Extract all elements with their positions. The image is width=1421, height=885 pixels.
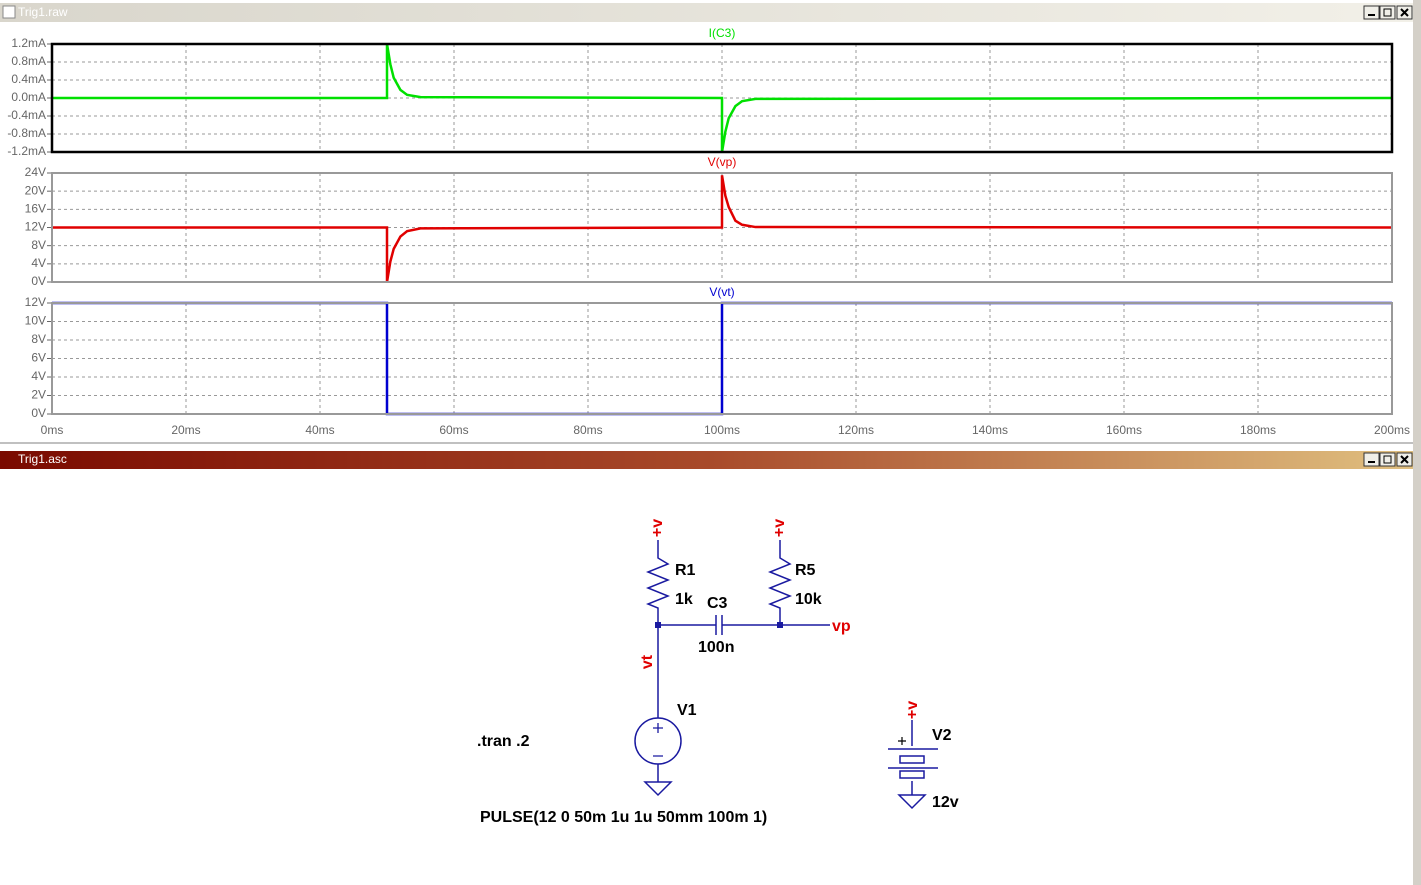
y-tick-label: 6V	[31, 351, 46, 365]
icon	[1400, 8, 1409, 17]
title-bar	[0, 3, 1413, 22]
y-tick-label: 0.8mA	[11, 54, 46, 68]
component-value: 10k	[795, 591, 822, 608]
trace	[52, 175, 1393, 283]
x-tick-label: 20ms	[171, 423, 200, 437]
y-tick-label: 16V	[25, 202, 46, 216]
y-tick-label: 2V	[31, 388, 46, 402]
component-value: 1k	[675, 591, 693, 608]
component-value: PULSE(12 0 50m 1u 1u 50mm 100m 1)	[480, 809, 767, 826]
junction	[655, 622, 661, 628]
net-label: vp	[832, 618, 851, 635]
y-tick-label: -0.4mA	[7, 108, 46, 122]
plot-border	[51, 302, 1393, 415]
component-name: C3	[707, 595, 728, 612]
y-tick-label: 4V	[31, 256, 46, 270]
x-tick-label: 60ms	[439, 423, 468, 437]
trace	[52, 43, 1393, 153]
voltage-source	[634, 717, 682, 765]
icon	[1383, 8, 1392, 17]
maximize-button[interactable]	[1379, 5, 1396, 20]
title-bar	[0, 451, 1413, 469]
scroll-edge	[1413, 0, 1421, 885]
y-tick-label: 12V	[25, 295, 46, 309]
component-value: 100n	[698, 639, 734, 656]
icon	[1400, 455, 1409, 464]
battery-cell	[899, 755, 925, 764]
icon	[1383, 455, 1392, 464]
x-tick-label: 200ms	[1374, 423, 1410, 437]
y-tick-label: 20V	[25, 183, 46, 197]
x-tick-label: 80ms	[573, 423, 602, 437]
x-tick-label: 100ms	[704, 423, 740, 437]
y-tick-label: -1.2mA	[7, 144, 46, 158]
net-label: +v	[649, 519, 666, 537]
x-tick-label: 0ms	[41, 423, 64, 437]
window-title: Trig1.raw	[18, 5, 68, 19]
net-label: vt	[639, 654, 656, 669]
y-tick-label: 4V	[31, 369, 46, 383]
trace-name: V(vp)	[708, 155, 737, 169]
x-tick-label: 180ms	[1240, 423, 1276, 437]
junction	[777, 622, 783, 628]
plot-border	[50, 42, 1394, 154]
polarity	[653, 723, 663, 757]
x-tick-label: 40ms	[305, 423, 334, 437]
component-name: R5	[795, 562, 816, 579]
net-label: +v	[771, 519, 788, 537]
x-tick-label: 160ms	[1106, 423, 1142, 437]
trace-name: V(vt)	[709, 285, 734, 299]
component-name: V2	[932, 727, 952, 744]
y-tick-label: 0V	[31, 406, 46, 420]
spice-directive: .tran .2	[477, 733, 530, 750]
plot-border	[51, 172, 1393, 283]
component-name: R1	[675, 562, 696, 579]
y-tick-label: 24V	[25, 165, 46, 179]
component-value: 12v	[932, 794, 959, 811]
minimize-button[interactable]	[1363, 5, 1380, 20]
trace-name: I(C3)	[709, 26, 736, 40]
x-tick-label: 120ms	[838, 423, 874, 437]
y-tick-label: 10V	[25, 314, 46, 328]
component-name: V1	[677, 702, 697, 719]
maximize-button[interactable]	[1379, 452, 1396, 467]
schematic: +v +v +v R1 1k C3 100n R5 10k vp vt V1 P…	[477, 519, 959, 826]
y-tick-label: -0.8mA	[7, 126, 46, 140]
y-tick-label: 0.4mA	[11, 72, 46, 86]
y-tick-label: 1.2mA	[11, 36, 46, 50]
y-tick-label: 8V	[31, 332, 46, 346]
y-tick-label: 0V	[31, 274, 46, 288]
net-label: +v	[904, 701, 921, 719]
window-title: Trig1.asc	[18, 452, 67, 466]
battery-cell	[899, 770, 925, 779]
minimize-button[interactable]	[1363, 452, 1380, 467]
window-buttons[interactable]	[1363, 452, 1413, 467]
wires	[643, 540, 938, 810]
polarity	[898, 737, 906, 745]
x-tick-label: 140ms	[972, 423, 1008, 437]
window-icon	[2, 5, 16, 19]
y-tick-label: 8V	[31, 238, 46, 252]
y-tick-label: 12V	[25, 220, 46, 234]
y-tick-label: 0.0mA	[11, 90, 46, 104]
window-buttons[interactable]	[1363, 5, 1413, 20]
